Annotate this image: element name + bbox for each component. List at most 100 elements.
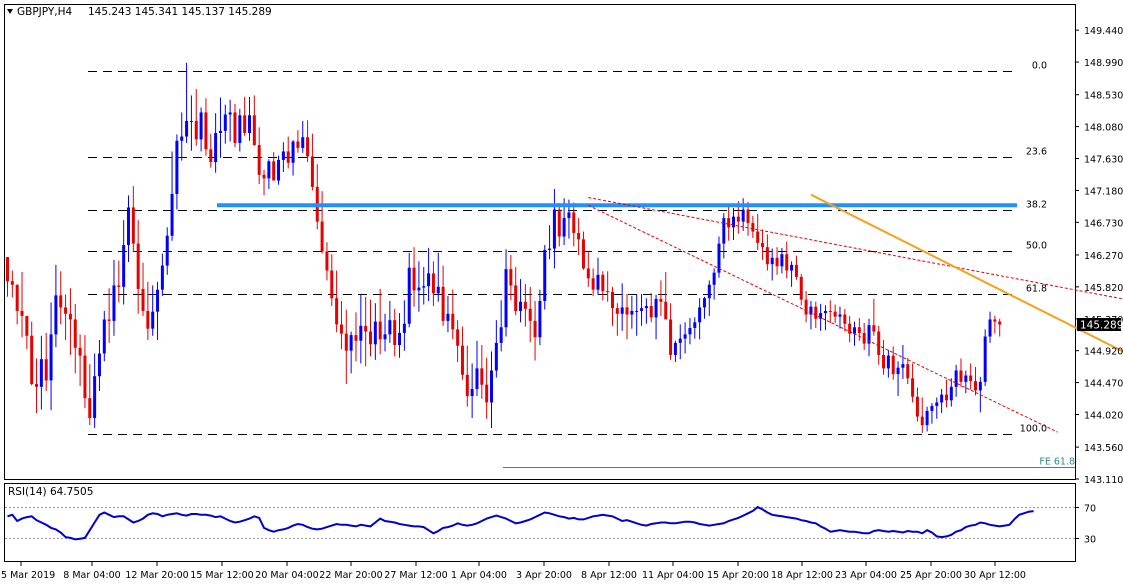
fe-extension-label: FE 61.8 [1039,457,1075,468]
candle [765,234,769,271]
candle [751,215,755,238]
candle [572,202,576,247]
candle [601,271,605,301]
candle-body [523,301,527,309]
candle [112,259,116,336]
candle-body [785,254,789,271]
candle [320,191,324,254]
fib-level-label: 100.0 [1020,424,1047,435]
candle-body [277,159,281,181]
candle-body [199,112,203,140]
candle [107,288,111,343]
price-tick-label: 146.730 [1084,218,1123,229]
candle [344,309,348,384]
candle-body [446,313,450,321]
candle-body [189,120,193,122]
candle-body [422,286,426,288]
candle [398,313,402,358]
candle-body [238,115,242,143]
candle-body [683,334,687,339]
candle [272,152,276,181]
candle [339,301,343,350]
candle [335,270,339,333]
candle [930,403,934,424]
candle-body [306,137,310,157]
candle-body [761,242,765,248]
candle [441,265,445,326]
candle [901,344,905,380]
candle [615,303,619,336]
candle-body [218,130,222,133]
candle-body [127,207,130,246]
candle-body [698,307,702,323]
candle-body [940,394,944,403]
candle [944,379,948,408]
candle-body [591,278,595,290]
candle [523,284,527,327]
candle [10,270,14,298]
candle-body [146,310,150,329]
candle [644,298,648,324]
candle [790,261,794,287]
candle-body [480,368,484,385]
candle [635,294,639,336]
candle [799,274,803,306]
time-tick-label: 30 Apr 12:00 [964,570,1026,581]
candle [243,96,247,136]
candle-body [465,374,469,397]
candle [552,189,556,269]
candle [59,271,63,325]
candle-body [257,145,261,175]
candle [248,96,251,141]
candle [475,340,479,397]
candle-body [427,273,431,287]
candle-body [853,327,856,334]
candle-body [504,269,508,328]
candle-body [214,132,218,163]
rsi-pane-frame [4,483,1076,562]
candle [427,247,431,302]
candle [15,284,19,325]
candle-body [451,313,455,330]
time-tick-label: 5 Mar 2019 [1,570,55,581]
time-tick-label: 11 Apr 04:00 [642,570,704,581]
candle-body [562,218,566,237]
candle-body [310,156,314,187]
fib-level-label: 38.2 [1026,200,1047,211]
candle-body [935,402,939,406]
triangle-down-icon[interactable] [7,9,13,14]
candle [673,340,677,363]
candle-body [151,311,155,329]
time-tick-label: 18 Apr 12:00 [771,570,833,581]
candle [586,251,590,287]
candle [393,308,397,357]
candle [920,397,924,433]
candle [296,130,300,153]
candle-body [678,338,682,343]
candle-body [649,305,653,318]
candle [669,303,673,360]
candle [988,311,992,343]
candle-body [780,254,784,267]
candle-body [243,115,247,133]
candle [228,99,232,142]
candle [83,335,87,409]
candle [388,301,392,343]
fib-level-label: 50.0 [1026,241,1047,252]
price-tick-label: 143.560 [1084,443,1123,454]
candle-body [180,136,184,141]
candle-body [944,394,948,401]
candle [35,358,39,414]
candle-body [97,353,101,377]
candle-body [320,221,324,252]
candle [785,241,789,279]
candle-body [538,301,542,338]
candle-body [494,342,498,371]
candle-body [581,239,585,269]
candle-body [122,245,126,287]
candle-body [596,274,600,290]
candle [257,127,261,185]
candle-body [857,327,861,333]
candle [49,302,53,411]
candle-body [325,251,329,271]
